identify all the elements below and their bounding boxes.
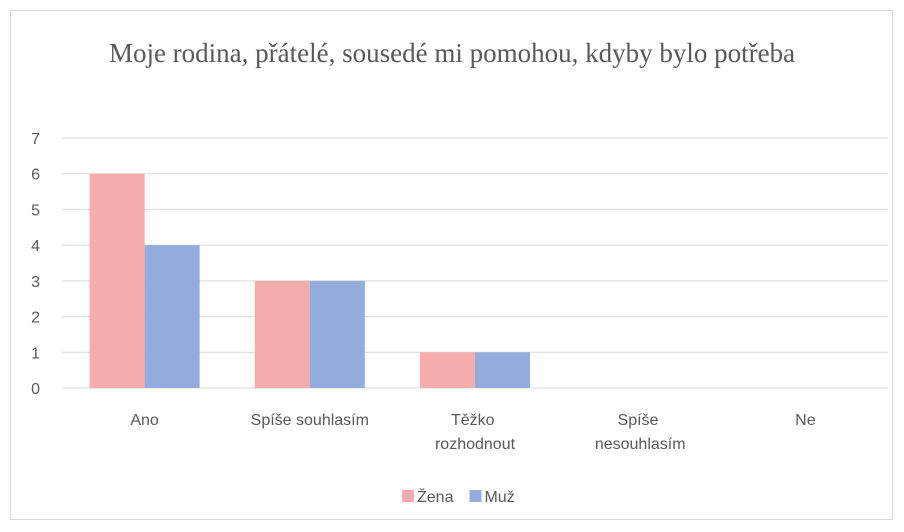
y-tick-label: 0: [31, 381, 40, 398]
legend-swatch: [469, 490, 482, 502]
bar: [89, 173, 145, 388]
legend-swatch: [402, 490, 414, 502]
y-tick-label: 6: [31, 167, 40, 184]
bar: [254, 280, 310, 388]
x-tick-label: Těžko rozhodnout: [435, 412, 516, 453]
legend-label: Muž: [484, 489, 514, 506]
y-tick-label: 3: [31, 274, 40, 291]
y-tick-label: 4: [31, 238, 40, 255]
bar: [420, 352, 475, 388]
y-tick-label: 2: [31, 310, 40, 327]
chart-title: Moje rodina, přátelé, sousedé mi pomohou…: [109, 38, 795, 68]
x-tick-label: Ne: [795, 412, 816, 429]
x-tick-label: Spíše souhlasím: [251, 412, 369, 429]
bar: [144, 245, 200, 388]
y-tick-label: 7: [31, 131, 40, 148]
x-tick-label: Spíše nesouhlasím: [595, 412, 686, 453]
bar: [309, 280, 365, 388]
y-tick-label: 5: [31, 202, 40, 219]
y-tick-label: 1: [31, 345, 40, 362]
bar: [475, 352, 530, 388]
x-tick-label: Ano: [130, 412, 159, 429]
legend-label: Žena: [417, 487, 454, 506]
